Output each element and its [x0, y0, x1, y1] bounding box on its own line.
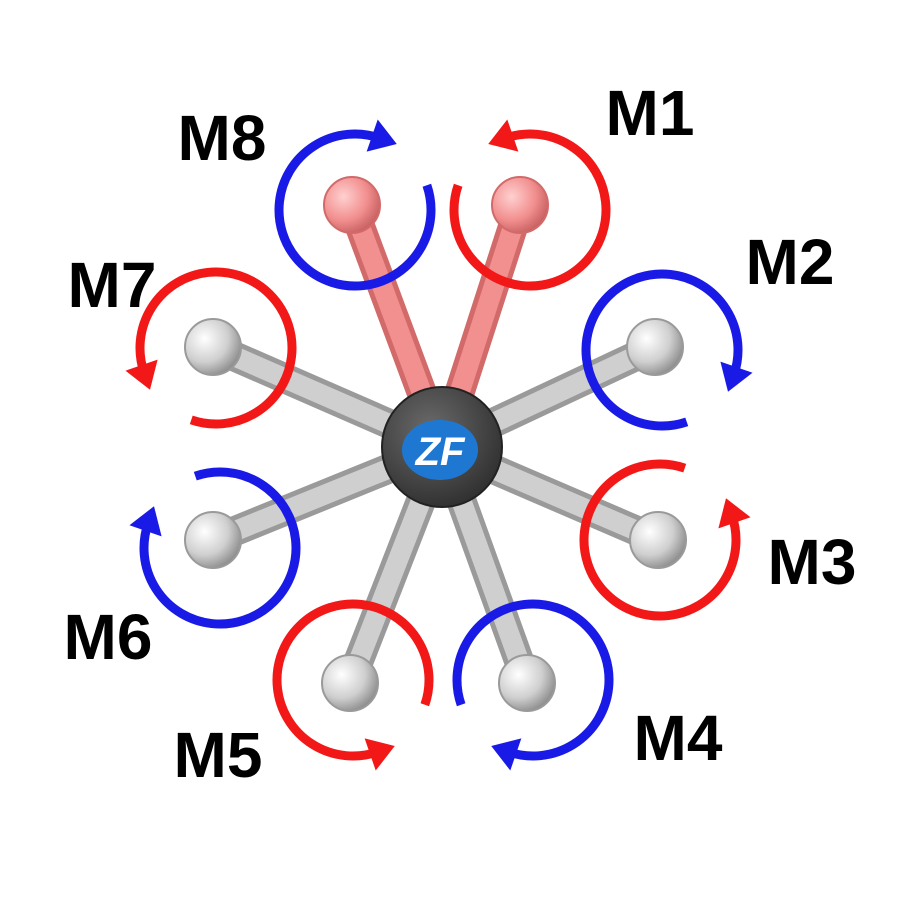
- rotation-arrow-m1-ccw: [449, 119, 611, 291]
- arrow-arc: [452, 599, 614, 761]
- arrow-head-icon: [718, 498, 751, 529]
- zf-logo-icon: [402, 420, 478, 480]
- arrow-head-icon: [129, 506, 162, 537]
- motor-m6-pod: [184, 511, 242, 569]
- motor-m7-pod: [184, 318, 242, 376]
- motor-m4-pod: [498, 654, 556, 712]
- motor-m2-pod: [626, 318, 684, 376]
- arrow-head-icon: [366, 119, 397, 152]
- rotation-arrow-m6-cw: [129, 467, 301, 629]
- logo-text: ZF: [415, 430, 466, 474]
- rotation-arrow-m5-ccw: [272, 599, 434, 771]
- motor-labels-layer: M1 M2 M3 M4 M5 M6 M7 M8: [64, 77, 857, 791]
- arrow-head-icon: [125, 359, 158, 390]
- hub-layer: ZF: [381, 386, 503, 508]
- motor-m8-pod: [323, 176, 381, 234]
- rotation-arrow-m3-ccw: [579, 459, 751, 621]
- arrow-arc: [274, 129, 436, 291]
- rotation-arrow-m8-cw: [274, 119, 436, 291]
- motor-label-m6: M6: [64, 601, 153, 673]
- motor-m3-pod: [629, 511, 687, 569]
- arrow-arc: [135, 267, 297, 429]
- rotation-arrow-m7-ccw: [125, 267, 297, 429]
- arrow-head-icon: [491, 738, 522, 771]
- motor-m5-pod: [321, 654, 379, 712]
- rotation-arrow-m2-cw: [581, 269, 753, 431]
- arrow-arc: [579, 459, 741, 621]
- motor-label-m5: M5: [174, 719, 263, 791]
- motor-label-m3: M3: [768, 526, 857, 598]
- motor-label-m8: M8: [178, 102, 267, 174]
- rotation-arrows-layer: [125, 119, 753, 771]
- motor-label-m4: M4: [634, 702, 723, 774]
- motor-label-m1: M1: [606, 77, 695, 149]
- arrow-arc: [272, 599, 434, 761]
- arrow-arc: [581, 269, 743, 431]
- arrow-head-icon: [488, 119, 519, 152]
- arrow-head-icon: [364, 738, 395, 771]
- arrow-arc: [139, 467, 301, 629]
- arrow-head-icon: [720, 361, 753, 392]
- arrow-arc: [449, 129, 611, 291]
- rotation-arrow-m4-cw: [452, 599, 614, 771]
- motor-label-m7: M7: [68, 249, 157, 321]
- motor-m1-pod: [491, 176, 549, 234]
- motor-label-m2: M2: [746, 226, 835, 298]
